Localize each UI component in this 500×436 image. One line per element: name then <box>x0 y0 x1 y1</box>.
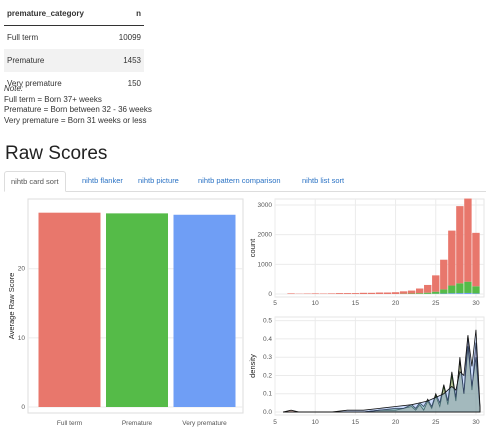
note-line: Premature = Born between 32 - 36 weeks <box>4 105 152 114</box>
histogram-bar <box>311 293 319 294</box>
density-panel <box>274 316 485 416</box>
histogram-bar <box>335 293 344 294</box>
histogram-bar <box>383 292 392 294</box>
table-row: Very premature 150 <box>4 72 144 95</box>
histogram-bar <box>327 293 335 294</box>
y-axis-label: density <box>248 354 257 378</box>
table-cell-category: Very premature <box>7 79 62 88</box>
bar-chart-panel <box>27 198 244 414</box>
x-tick-label: 20 <box>392 419 400 426</box>
table-row: Premature 1453 <box>4 49 144 72</box>
bar <box>106 213 168 407</box>
density-curve <box>282 335 481 413</box>
histogram-panel <box>274 198 485 298</box>
note-line: Full term = Born 37+ weeks <box>4 94 102 104</box>
density-curve <box>283 329 481 413</box>
histogram-bar <box>432 291 440 294</box>
x-tick-label: Full term <box>57 420 82 427</box>
y-tick-label: 0 <box>21 404 25 411</box>
histogram-bar <box>456 206 464 284</box>
x-tick-label: 5 <box>273 419 277 426</box>
y-tick-label: 0.5 <box>263 318 272 325</box>
y-tick-label: 0.4 <box>263 336 272 343</box>
histogram-bar <box>472 232 480 287</box>
note-line: Very premature = Born 31 weeks or less <box>4 115 147 125</box>
x-tick-label: 25 <box>432 300 440 307</box>
y-tick-label: 0.1 <box>263 391 272 398</box>
histogram-bar <box>287 293 295 294</box>
histogram-bar <box>464 292 472 294</box>
histogram-bar <box>359 292 368 294</box>
table-note: Note: Full term = Born 37+ weeks Prematu… <box>4 84 152 126</box>
table-cell-n: 1453 <box>108 49 144 72</box>
histogram-bar <box>440 259 448 290</box>
histogram-bar <box>448 293 456 294</box>
table-cell-n: 10099 <box>118 33 141 42</box>
histogram-bar <box>464 198 472 282</box>
tab-nihtb-flanker[interactable]: nihtb flanker <box>82 176 123 185</box>
bar <box>173 214 236 407</box>
x-tick-label: 30 <box>472 300 480 307</box>
category-count-table: premature_category n Full term 10099 Pre… <box>4 4 144 95</box>
x-tick-label: 15 <box>352 419 360 426</box>
x-tick-label: Very premature <box>182 420 227 427</box>
table-header-row: premature_category n <box>4 4 144 26</box>
note-label: Note: <box>4 84 24 93</box>
score-tabs: nihtb card sort nihtb flanker nihtb pict… <box>4 171 486 192</box>
x-tick-label: 25 <box>432 419 440 426</box>
y-axis-label: count <box>248 238 257 257</box>
tab-nihtb-picture[interactable]: nihtb picture <box>138 176 179 185</box>
table-row: Full term 10099 <box>4 26 144 50</box>
bar <box>38 212 101 407</box>
histogram-bar <box>424 292 432 294</box>
x-tick-label: Premature <box>122 420 153 427</box>
histogram-bar <box>424 284 432 293</box>
tab-nihtb-pattern-comparison[interactable]: nihtb pattern comparison <box>198 176 281 185</box>
section-title: Raw Scores <box>5 143 108 164</box>
y-tick-label: 0.3 <box>263 354 272 361</box>
y-axis-label: Average Raw Score <box>7 273 16 340</box>
y-tick-label: 0.0 <box>263 409 272 416</box>
y-tick-label: 2000 <box>258 232 273 239</box>
table-cell-category: Premature <box>4 49 109 72</box>
x-tick-label: 20 <box>392 300 400 307</box>
histogram-bar <box>440 289 448 294</box>
y-tick-label: 0 <box>268 291 272 298</box>
tab-nihtb-list-sort[interactable]: nihtb list sort <box>302 176 345 185</box>
y-tick-label: 10 <box>18 335 26 342</box>
histogram-bar <box>367 292 376 294</box>
column-header-n: n <box>108 4 144 26</box>
y-tick-label: 0.2 <box>263 372 272 379</box>
histogram-bar <box>456 283 464 294</box>
density-curve <box>283 346 481 413</box>
histogram-bar <box>407 290 416 294</box>
tab-nihtb-card-sort[interactable]: nihtb card sort <box>4 171 66 192</box>
y-tick-label: 1000 <box>258 261 273 268</box>
y-tick-label: 3000 <box>258 202 273 209</box>
histogram-bar <box>448 230 456 286</box>
y-tick-label: 20 <box>18 266 26 273</box>
histogram-bar <box>399 291 408 294</box>
histogram-bar <box>343 293 352 294</box>
x-tick-label: 30 <box>472 419 480 426</box>
histogram-bar <box>456 293 464 294</box>
table-cell-category: Full term <box>7 33 39 42</box>
x-tick-label: 10 <box>312 419 320 426</box>
histogram-bar <box>415 288 424 294</box>
histogram-bar <box>375 292 384 294</box>
histogram-bar <box>432 275 440 292</box>
histogram-bar <box>351 293 360 294</box>
histogram-bar <box>415 293 424 294</box>
histogram-bar <box>448 285 456 294</box>
column-header-category: premature_category <box>4 4 109 26</box>
histogram-bar <box>391 292 400 294</box>
table-cell-n: 150 <box>127 79 141 88</box>
x-tick-label: 5 <box>273 300 277 307</box>
histogram-bar <box>472 286 480 294</box>
histogram-bar <box>464 281 472 293</box>
histogram-bar <box>472 293 480 294</box>
x-tick-label: 10 <box>312 300 320 307</box>
x-tick-label: 15 <box>352 300 360 307</box>
